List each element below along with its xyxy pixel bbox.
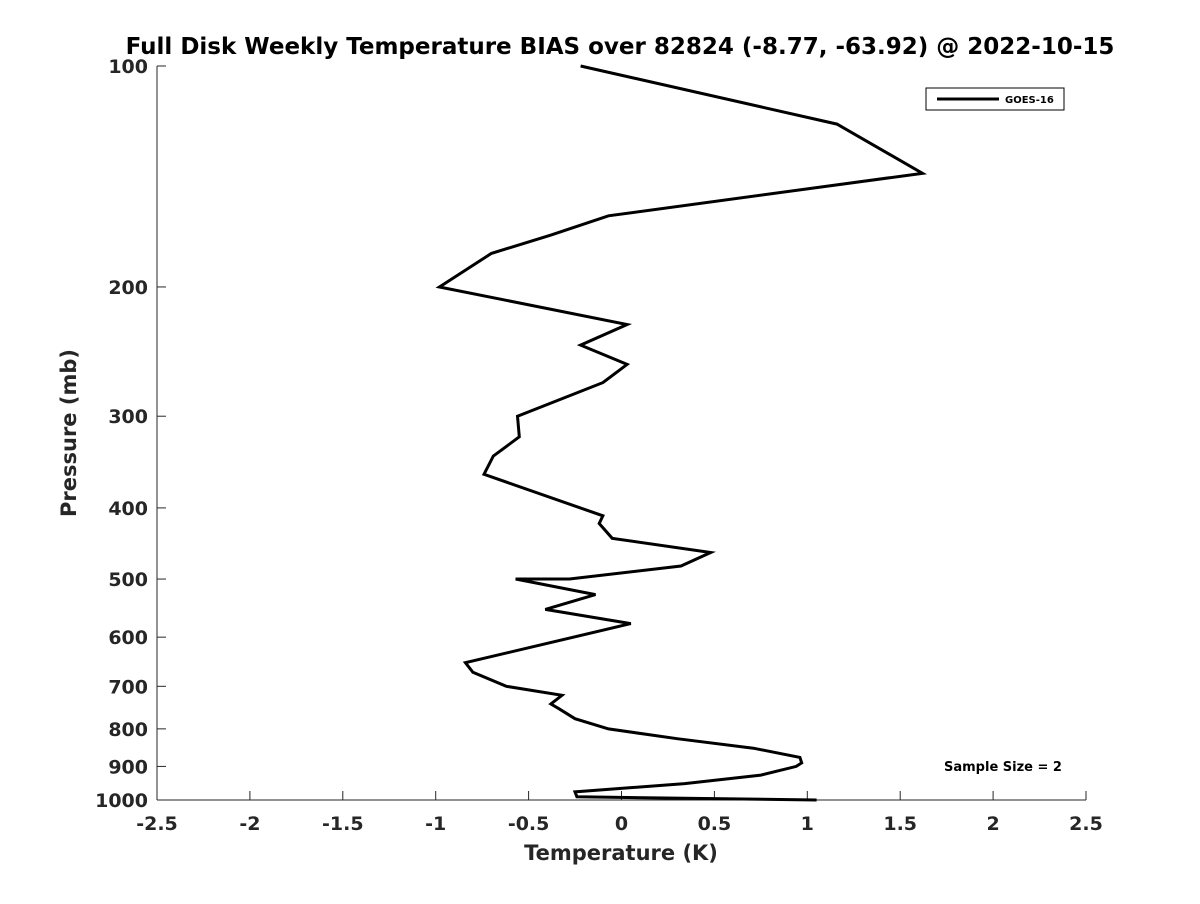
y-tick-label: 100 xyxy=(108,56,148,78)
y-tick-label: 1000 xyxy=(95,790,148,812)
x-tick-label: -1 xyxy=(425,813,446,835)
series-line-goes-16 xyxy=(435,64,928,802)
y-tick-label: 700 xyxy=(108,676,148,698)
data-layer xyxy=(435,64,928,802)
y-tick-label: 900 xyxy=(108,756,148,778)
legend-label: GOES-16 xyxy=(1005,95,1054,106)
x-tick-label: 2 xyxy=(986,813,999,835)
x-tick-label: 2.5 xyxy=(1069,813,1103,835)
x-tick-label: 1.5 xyxy=(883,813,917,835)
x-tick-label: 0.5 xyxy=(698,813,732,835)
x-tick-label: -0.5 xyxy=(508,813,550,835)
x-tick-label: 1 xyxy=(801,813,814,835)
y-tick-label: 500 xyxy=(108,569,148,591)
y-tick-label: 800 xyxy=(108,719,148,741)
chart-title: Full Disk Weekly Temperature BIAS over 8… xyxy=(126,34,1115,60)
y-tick-label: 200 xyxy=(108,277,148,299)
sample-size-annotation: Sample Size = 2 xyxy=(944,760,1062,775)
x-tick-label: -2.5 xyxy=(136,813,178,835)
x-tick-label: 0 xyxy=(615,813,628,835)
x-tick-label: -1.5 xyxy=(322,813,364,835)
axes: -2.5 -2 -1.5 -1 -0.5 0 0.5 1 1.5 2 2.5 100 200 300 400… xyxy=(95,56,1103,835)
legend: GOES-16 xyxy=(925,87,1065,111)
y-axis-label: Pressure (mb) xyxy=(57,349,81,517)
x-axis-label: Temperature (K) xyxy=(524,841,718,865)
y-tick-label: 600 xyxy=(108,627,148,649)
x-tick-label: -2 xyxy=(239,813,260,835)
y-tick-label: 300 xyxy=(108,406,148,428)
y-tick-label: 400 xyxy=(108,498,148,520)
